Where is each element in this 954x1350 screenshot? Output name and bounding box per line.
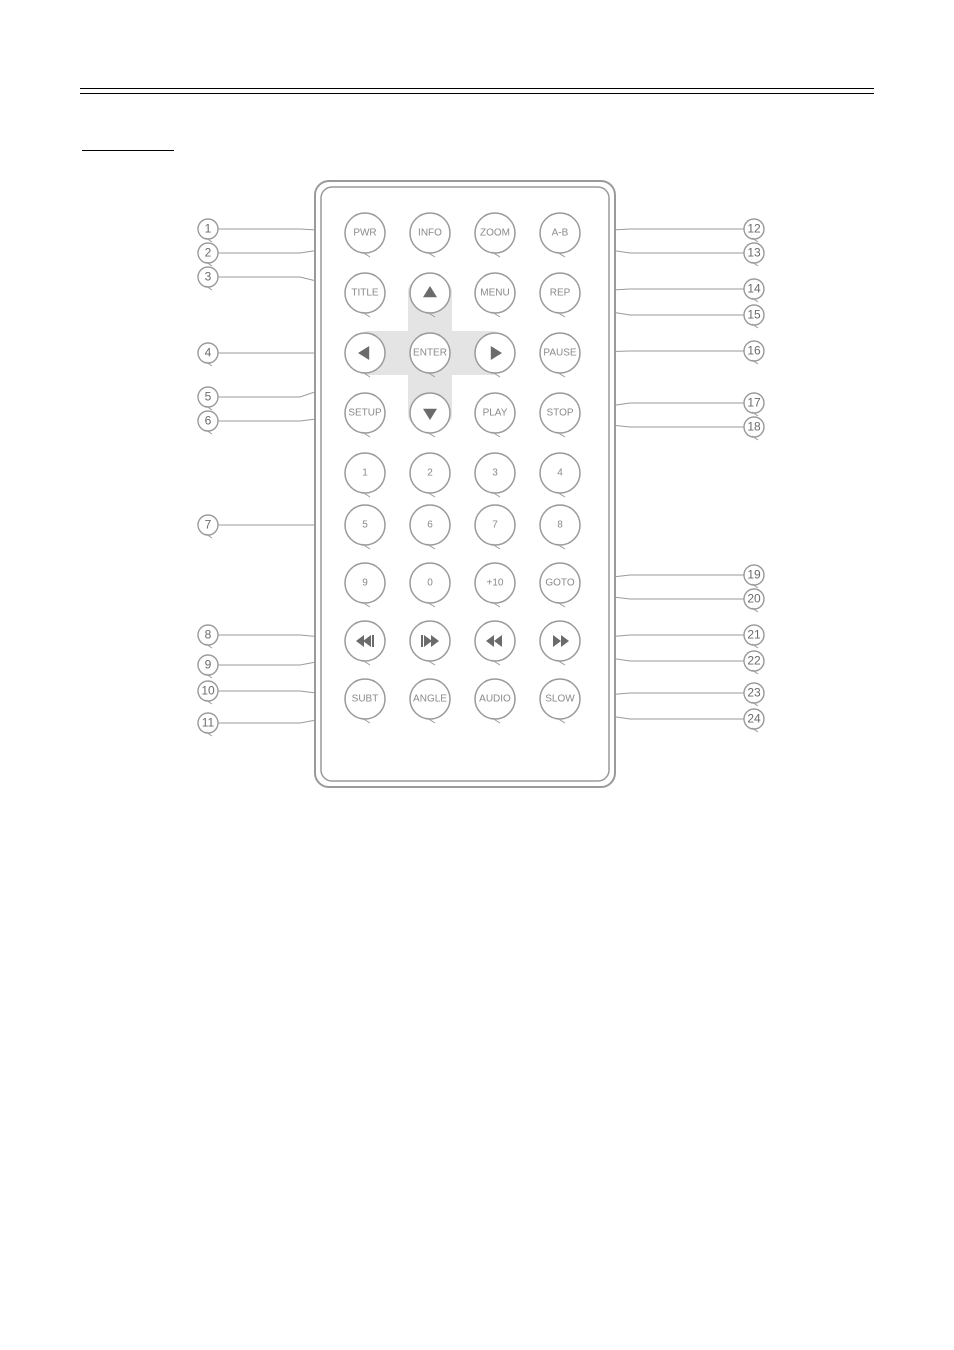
svg-text:15: 15 [747, 308, 761, 322]
svg-text:12: 12 [747, 222, 761, 236]
callout-2: 2 [198, 243, 218, 266]
callout-21: 21 [744, 625, 764, 648]
callout-12: 12 [744, 219, 764, 242]
svg-text:MENU: MENU [480, 288, 509, 299]
svg-text:SETUP: SETUP [348, 408, 382, 419]
svg-text:ZOOM: ZOOM [480, 228, 510, 239]
callout-13: 13 [744, 243, 764, 266]
callout-18: 18 [744, 417, 764, 440]
svg-text:+10: +10 [487, 578, 504, 589]
svg-text:PAUSE: PAUSE [543, 348, 576, 359]
callout-23: 23 [744, 683, 764, 706]
svg-text:3: 3 [205, 270, 212, 284]
callout-14: 14 [744, 279, 764, 302]
svg-text:24: 24 [747, 712, 761, 726]
svg-text:2: 2 [427, 468, 433, 479]
svg-text:19: 19 [747, 568, 761, 582]
svg-text:11: 11 [202, 716, 215, 730]
callout-16: 16 [744, 341, 764, 364]
callout-7: 7 [198, 515, 218, 538]
callout-5: 5 [198, 387, 218, 410]
svg-text:8: 8 [557, 520, 563, 531]
svg-text:9: 9 [362, 578, 368, 589]
svg-text:AUDIO: AUDIO [479, 694, 511, 705]
svg-text:21: 21 [747, 628, 761, 642]
callout-17: 17 [744, 393, 764, 416]
svg-text:6: 6 [205, 414, 212, 428]
svg-text:1: 1 [362, 468, 368, 479]
svg-text:1: 1 [205, 222, 212, 236]
callout-4: 4 [198, 343, 218, 366]
svg-text:SUBT: SUBT [352, 694, 379, 705]
svg-text:6: 6 [427, 520, 433, 531]
svg-text:GOTO: GOTO [545, 578, 574, 589]
svg-text:7: 7 [205, 518, 212, 532]
callout-1: 1 [198, 219, 218, 242]
svg-text:INFO: INFO [418, 228, 442, 239]
svg-text:8: 8 [205, 628, 212, 642]
svg-text:23: 23 [747, 686, 761, 700]
svg-text:TITLE: TITLE [351, 288, 379, 299]
callout-10: 10 [198, 681, 218, 704]
svg-text:5: 5 [362, 520, 368, 531]
callout-19: 19 [744, 565, 764, 588]
svg-text:PWR: PWR [353, 228, 376, 239]
svg-text:SLOW: SLOW [545, 694, 575, 705]
svg-text:0: 0 [427, 578, 433, 589]
svg-text:REP: REP [550, 288, 571, 299]
svg-text:7: 7 [492, 520, 498, 531]
callout-8: 8 [198, 625, 218, 648]
svg-text:10: 10 [201, 684, 215, 698]
svg-text:18: 18 [747, 420, 761, 434]
callout-9: 9 [198, 655, 218, 678]
svg-text:ANGLE: ANGLE [413, 694, 447, 705]
callout-20: 20 [744, 589, 764, 612]
remote-diagram-svg: PWR INFO ZOOM A-B TITLE MENU REP ENTER PAUSE SETU… [170, 175, 784, 795]
callout-11: 11 [198, 713, 218, 736]
svg-text:3: 3 [492, 468, 498, 479]
svg-text:2: 2 [205, 246, 212, 260]
svg-text:ENTER: ENTER [413, 348, 447, 359]
svg-text:22: 22 [747, 654, 761, 668]
header-double-rule [80, 88, 874, 94]
svg-text:5: 5 [205, 390, 212, 404]
section-title-underscore [82, 150, 174, 151]
svg-text:PLAY: PLAY [483, 408, 508, 419]
svg-text:17: 17 [747, 396, 761, 410]
svg-text:14: 14 [747, 282, 761, 296]
svg-text:STOP: STOP [546, 408, 573, 419]
callout-3: 3 [198, 267, 218, 290]
svg-text:20: 20 [747, 592, 761, 606]
remote-diagram: PWR INFO ZOOM A-B TITLE MENU REP ENTER PAUSE SETU… [170, 175, 784, 795]
callout-6: 6 [198, 411, 218, 434]
svg-text:A-B: A-B [552, 228, 569, 239]
svg-text:9: 9 [205, 658, 212, 672]
svg-text:16: 16 [747, 344, 761, 358]
callout-22: 22 [744, 651, 764, 674]
svg-text:13: 13 [747, 246, 761, 260]
svg-text:4: 4 [205, 346, 212, 360]
callout-15: 15 [744, 305, 764, 328]
callout-24: 24 [744, 709, 764, 732]
svg-text:4: 4 [557, 468, 563, 479]
